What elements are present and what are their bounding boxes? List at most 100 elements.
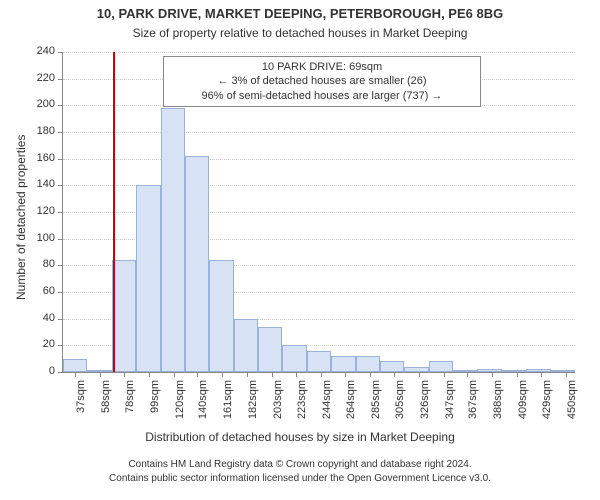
chart-frame: 10, PARK DRIVE, MARKET DEEPING, PETERBOR… <box>0 0 600 500</box>
y-tick <box>58 265 63 266</box>
x-tick-label: 305sqm <box>394 380 406 430</box>
x-tick-label: 99sqm <box>149 380 161 430</box>
x-tick <box>517 372 518 377</box>
y-tick-label: 0 <box>23 365 55 377</box>
x-axis-title: Distribution of detached houses by size … <box>0 430 600 444</box>
histogram-bar <box>502 370 526 372</box>
y-tick-label: 220 <box>23 72 55 84</box>
x-tick-label: 203sqm <box>272 380 284 430</box>
x-tick <box>370 372 371 377</box>
y-tick <box>58 159 63 160</box>
x-tick-label: 140sqm <box>197 380 209 430</box>
y-tick <box>58 212 63 213</box>
y-tick <box>58 79 63 80</box>
y-tick <box>58 185 63 186</box>
x-tick <box>566 372 567 377</box>
x-tick-label: 120sqm <box>174 380 186 430</box>
x-tick-label: 429sqm <box>541 380 553 430</box>
x-tick <box>492 372 493 377</box>
x-tick-label: 244sqm <box>321 380 333 430</box>
plot-area: 02040608010012014016018020022024037sqm58… <box>62 52 575 373</box>
histogram-bar <box>282 345 306 372</box>
x-tick <box>75 372 76 377</box>
histogram-bar <box>234 319 258 372</box>
chart-footer: Contains HM Land Registry data © Crown c… <box>0 458 600 485</box>
y-tick <box>58 132 63 133</box>
x-tick-label: 182sqm <box>247 380 259 430</box>
annotation-box: 10 PARK DRIVE: 69sqm← 3% of detached hou… <box>163 56 481 107</box>
histogram-bar <box>331 356 355 372</box>
annotation-line-2: ← 3% of detached houses are smaller (26) <box>172 74 472 88</box>
annotation-line-3: 96% of semi-detached houses are larger (… <box>172 89 472 103</box>
x-tick <box>444 372 445 377</box>
histogram-bar <box>136 185 160 372</box>
histogram-bar <box>209 260 233 372</box>
y-tick-label: 200 <box>23 98 55 110</box>
reference-line <box>113 52 115 372</box>
y-tick <box>58 372 63 373</box>
histogram-bar <box>551 370 575 372</box>
x-tick <box>541 372 542 377</box>
x-tick <box>272 372 273 377</box>
x-tick-label: 161sqm <box>222 380 234 430</box>
grid-line <box>63 132 575 133</box>
x-tick <box>345 372 346 377</box>
x-tick <box>296 372 297 377</box>
x-tick <box>419 372 420 377</box>
grid-line <box>63 159 575 160</box>
x-tick-label: 450sqm <box>566 380 578 430</box>
x-tick-label: 388sqm <box>492 380 504 430</box>
chart-title-main: 10, PARK DRIVE, MARKET DEEPING, PETERBOR… <box>0 6 600 21</box>
x-tick <box>467 372 468 377</box>
x-tick <box>394 372 395 377</box>
y-tick-label: 140 <box>23 178 55 190</box>
histogram-bar <box>380 361 404 372</box>
x-tick-label: 409sqm <box>517 380 529 430</box>
x-tick-label: 223sqm <box>296 380 308 430</box>
histogram-bar <box>526 369 550 372</box>
y-tick-label: 80 <box>23 258 55 270</box>
y-tick-label: 120 <box>23 205 55 217</box>
histogram-bar <box>185 156 209 372</box>
histogram-bar <box>161 108 185 372</box>
histogram-bar <box>112 260 136 372</box>
x-tick <box>197 372 198 377</box>
x-tick-label: 326sqm <box>419 380 431 430</box>
histogram-bar <box>258 327 282 372</box>
y-tick-label: 40 <box>23 312 55 324</box>
histogram-bar <box>453 370 477 372</box>
histogram-bar <box>307 351 331 372</box>
x-tick <box>100 372 101 377</box>
x-tick-label: 367sqm <box>467 380 479 430</box>
footer-line-2: Contains public sector information licen… <box>109 473 491 484</box>
y-tick <box>58 319 63 320</box>
x-tick <box>222 372 223 377</box>
x-tick-label: 78sqm <box>124 380 136 430</box>
y-tick <box>58 52 63 53</box>
y-tick-label: 180 <box>23 125 55 137</box>
y-tick <box>58 239 63 240</box>
y-tick-label: 20 <box>23 338 55 350</box>
x-tick <box>321 372 322 377</box>
footer-line-1: Contains HM Land Registry data © Crown c… <box>128 459 471 470</box>
y-tick-label: 160 <box>23 152 55 164</box>
x-tick-label: 37sqm <box>75 380 87 430</box>
chart-title-sub: Size of property relative to detached ho… <box>0 26 600 40</box>
grid-line <box>63 52 575 53</box>
y-tick <box>58 292 63 293</box>
x-tick <box>124 372 125 377</box>
x-tick <box>247 372 248 377</box>
y-tick-label: 240 <box>23 45 55 57</box>
y-tick-label: 60 <box>23 285 55 297</box>
x-tick-label: 264sqm <box>345 380 357 430</box>
histogram-bar <box>429 361 453 372</box>
x-tick-label: 285sqm <box>370 380 382 430</box>
x-tick-label: 347sqm <box>444 380 456 430</box>
y-tick <box>58 105 63 106</box>
y-tick <box>58 345 63 346</box>
y-tick-label: 100 <box>23 232 55 244</box>
x-tick-label: 58sqm <box>100 380 112 430</box>
annotation-line-1: 10 PARK DRIVE: 69sqm <box>172 60 472 74</box>
histogram-bar <box>404 367 428 372</box>
histogram-bar <box>356 356 380 372</box>
